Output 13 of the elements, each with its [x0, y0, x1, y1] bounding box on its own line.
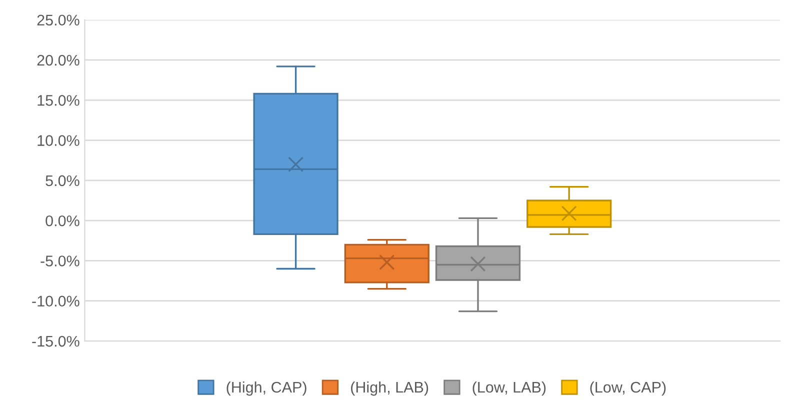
y-tick-label: 0.0%: [46, 215, 80, 226]
y-tick-label: 20.0%: [37, 54, 80, 66]
legend-label: (Low, LAB): [472, 381, 546, 396]
y-tick-label: -15.0%: [32, 336, 80, 347]
legend-label: (Low, CAP): [590, 381, 666, 396]
y-tick-label: -10.0%: [32, 296, 80, 307]
legend-label: (High, CAP): [226, 381, 306, 396]
y-tick-label: 15.0%: [38, 95, 80, 106]
y-tick-label: 10.0%: [38, 135, 80, 146]
y-tick-label: 5.0%: [46, 175, 80, 186]
y-tick-label: -5.0%: [40, 256, 80, 266]
legend-label: (High, LAB): [351, 381, 428, 396]
y-tick-label: 25.0%: [37, 14, 80, 26]
